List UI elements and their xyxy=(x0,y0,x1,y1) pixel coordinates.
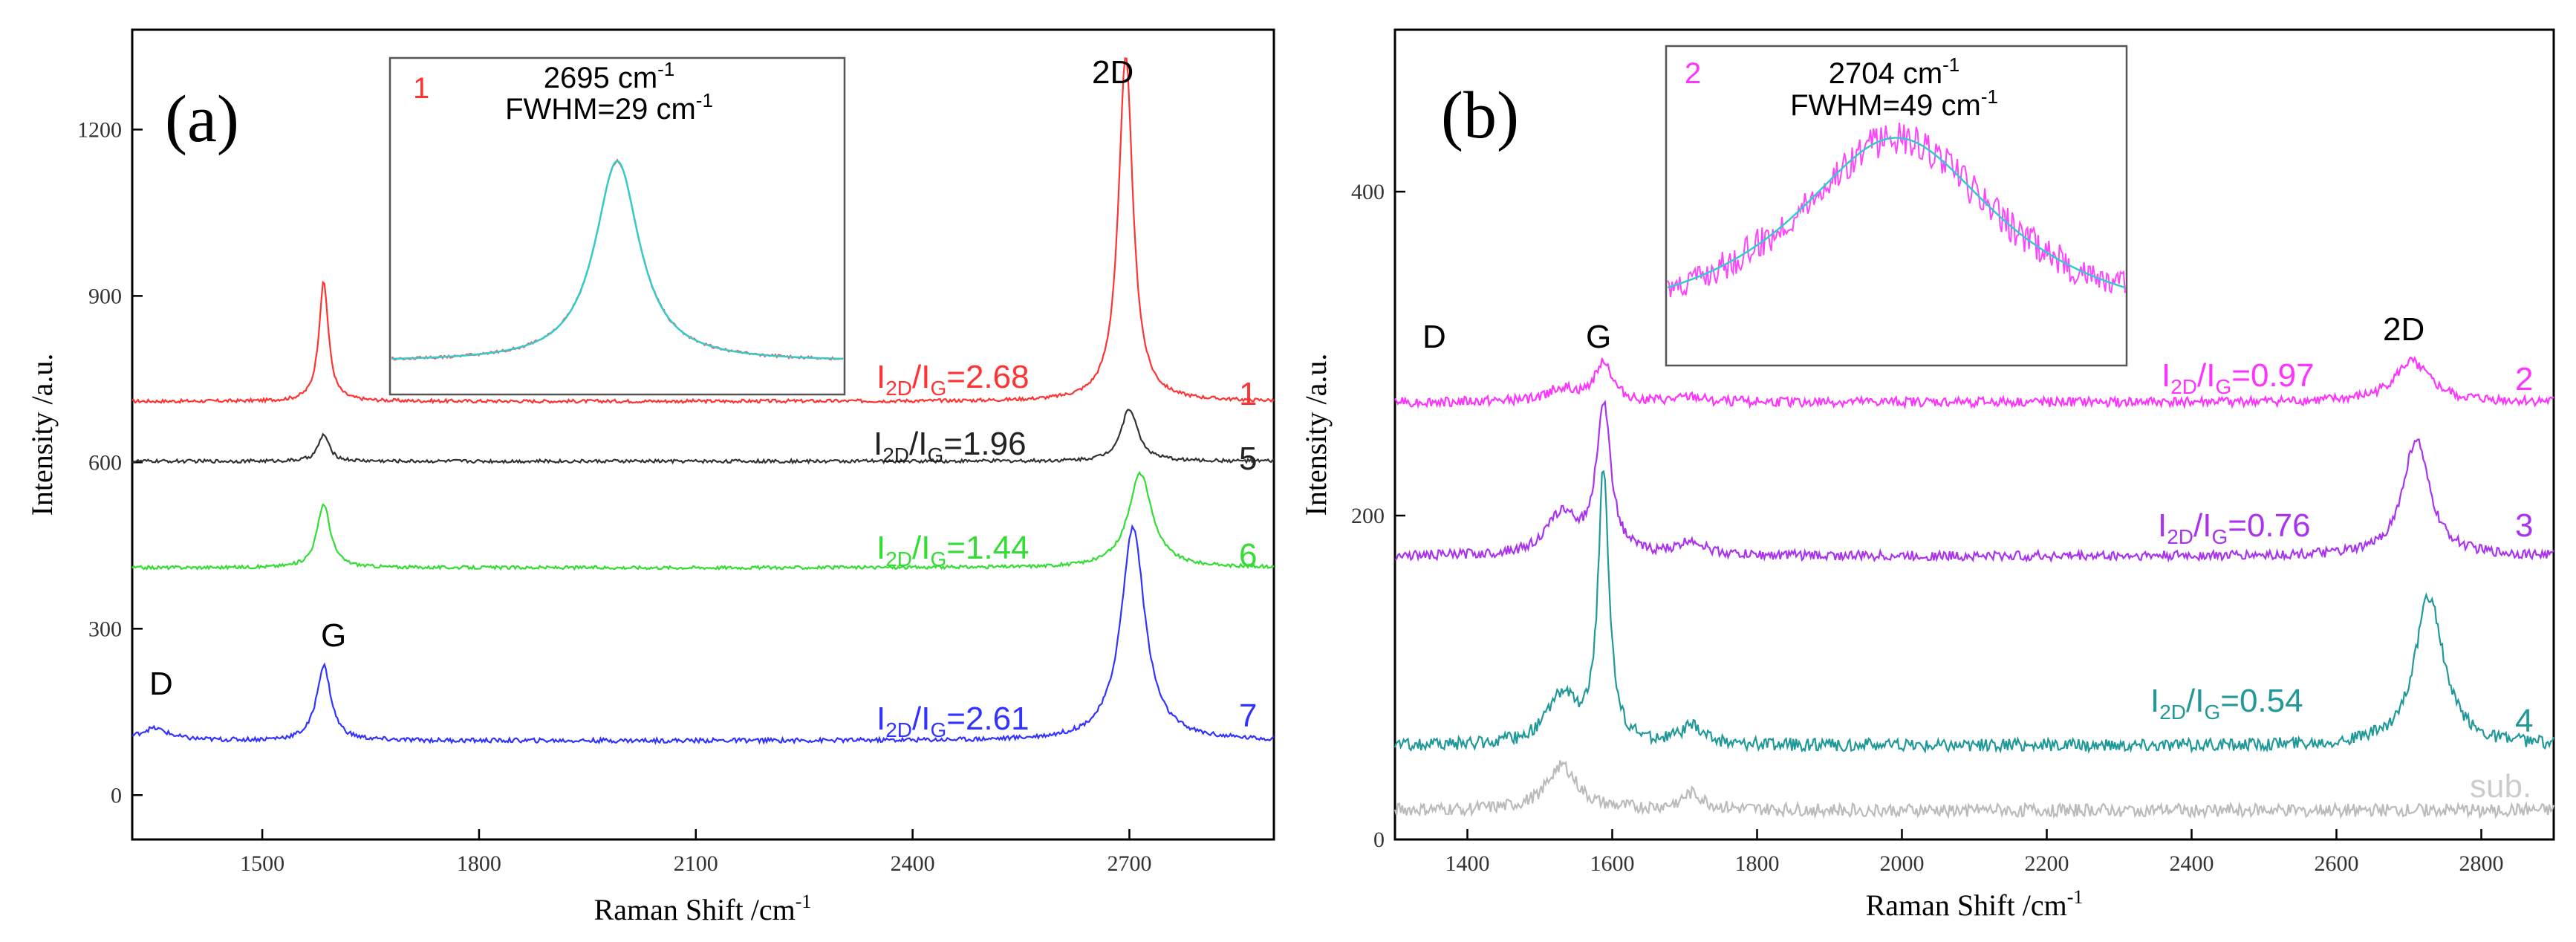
panel-a-series-5 xyxy=(131,409,1275,465)
panel-b-xtick-label: 2000 xyxy=(1880,851,1925,876)
panel-b-series-3 xyxy=(1394,399,2554,563)
panel-b-xtick-label: 2800 xyxy=(2459,851,2504,876)
panel-a-peak-D: D xyxy=(149,666,173,702)
panel-a-ytick-label: 0 xyxy=(111,783,122,808)
panel-b-inset-frame xyxy=(1665,45,2128,367)
panel-a-series-7 xyxy=(131,524,1275,745)
panel-a-ytick-label: 900 xyxy=(88,284,122,308)
panel-b-xtick-label: 2600 xyxy=(2315,851,2359,876)
panel-a-ylabel: Intensity /a.u. xyxy=(25,354,59,516)
panel-b-series-label-3: 3 xyxy=(2515,507,2533,544)
panel-a-xtick-label: 1800 xyxy=(457,851,501,876)
panel-a: 1500 1800 2100 2400 2700 0 300 600 900 1200 (a) D… xyxy=(25,28,1275,926)
panel-b-ratio-3: I2D/IG=0.76 xyxy=(2158,507,2311,548)
panel-b-series-2 xyxy=(1394,355,2554,410)
panel-a-inset-fit xyxy=(391,160,844,360)
panel-a-series-label-5: 5 xyxy=(1239,441,1257,477)
panel-b-ytick-label: 0 xyxy=(1373,828,1385,852)
panel-a-xtick-label: 2100 xyxy=(674,851,718,876)
panel-b-ytick-label: 400 xyxy=(1351,180,1385,204)
panel-b-series-label-2: 2 xyxy=(2515,361,2533,397)
panel-a-peak-G: G xyxy=(321,617,346,654)
panel-b-ticks: 1400 1600 1800 2000 2200 2400 2600 2800 0 200 400 xyxy=(1351,180,2504,876)
panel-a-inset-line2: FWHM=29 cm-1 xyxy=(505,89,713,126)
panel-a-label: (a) xyxy=(165,82,239,156)
panel-a-ratio-7: I2D/IG=2.61 xyxy=(876,701,1030,741)
panel-a-series-6 xyxy=(131,471,1275,571)
panel-a-series-label-7: 7 xyxy=(1239,698,1257,734)
panel-a-inset-label: 1 xyxy=(413,72,429,105)
panel-b-inset-line1: 2704 cm-1 xyxy=(1829,53,1960,90)
panel-b-inset: 2 2704 cm-1 FWHM=49 cm-1 xyxy=(1665,45,2128,367)
panel-b-label: (b) xyxy=(1441,79,1519,152)
panel-a-ticks: 1500 1800 2100 2400 2700 0 300 600 900 1200 xyxy=(77,117,1151,876)
panel-b-peak-2D: 2D xyxy=(2383,311,2424,348)
panel-b-series-label-sub: sub. xyxy=(2470,768,2531,805)
panel-b-series-label-4: 4 xyxy=(2515,703,2533,739)
panel-b-series-sub. xyxy=(1393,760,2555,819)
panel-b-ratio-4: I2D/IG=0.54 xyxy=(2150,683,2303,724)
panel-a-inset-line1: 2695 cm-1 xyxy=(544,58,675,94)
panel-a-xtick-label: 1500 xyxy=(240,851,284,876)
panel-b-ylabel: Intensity /a.u. xyxy=(1299,354,1333,516)
panel-a-ratio-5: I2D/IG=1.96 xyxy=(874,426,1027,467)
panel-b-xtick-label: 2400 xyxy=(2170,851,2214,876)
panel-b-inset-line2: FWHM=49 cm-1 xyxy=(1790,85,1998,122)
panel-a-inset: 1 2695 cm-1 FWHM=29 cm-1 xyxy=(388,56,846,396)
panel-b-xtick-label: 1800 xyxy=(1735,851,1780,876)
panel-a-series-label-1: 1 xyxy=(1239,376,1257,412)
panel-b-inset-fit xyxy=(1667,137,2126,289)
panel-a-xtick-label: 2700 xyxy=(1107,851,1151,876)
panel-b-inset-label: 2 xyxy=(1685,57,1701,90)
panel-b-xtick-label: 1600 xyxy=(1590,851,1635,876)
panel-b-peak-D: D xyxy=(1422,319,1446,355)
panel-a-series-1 xyxy=(131,57,1275,405)
panel-a-ratio-1: I2D/IG=2.68 xyxy=(876,359,1030,400)
panel-b-xtick-label: 2200 xyxy=(2025,851,2069,876)
panel-a-xlabel: Raman Shift /cm-1 xyxy=(594,891,812,926)
panel-a-peak-2D: 2D xyxy=(1092,54,1133,91)
panel-a-series xyxy=(131,57,1275,745)
panel-a-series-label-6: 6 xyxy=(1239,537,1257,574)
panel-a-ytick-label: 1200 xyxy=(77,117,122,142)
panel-b-series-4 xyxy=(1393,470,2555,754)
panel-b-ratio-2: I2D/IG=0.97 xyxy=(2162,357,2315,398)
panel-a-inset-frame xyxy=(388,56,846,396)
panel-a-ytick-label: 600 xyxy=(88,450,122,475)
panel-b-frame xyxy=(1393,28,2555,841)
panel-a-ytick-label: 300 xyxy=(88,617,122,641)
panel-b-ytick-label: 200 xyxy=(1351,504,1385,528)
panel-b-xtick-label: 1400 xyxy=(1445,851,1490,876)
panel-b-peak-G: G xyxy=(1586,319,1611,355)
panel-a-frame xyxy=(131,28,1275,841)
panel-b: 1400 1600 1800 2000 2200 2400 2600 28000200400 … xyxy=(1299,28,2555,922)
panel-b-series xyxy=(1393,355,2555,819)
panel-a-xtick-label: 2400 xyxy=(891,851,935,876)
panel-a-ratio-6: I2D/IG=1.44 xyxy=(876,530,1030,571)
panel-b-xlabel: Raman Shift /cm-1 xyxy=(1866,886,2084,922)
